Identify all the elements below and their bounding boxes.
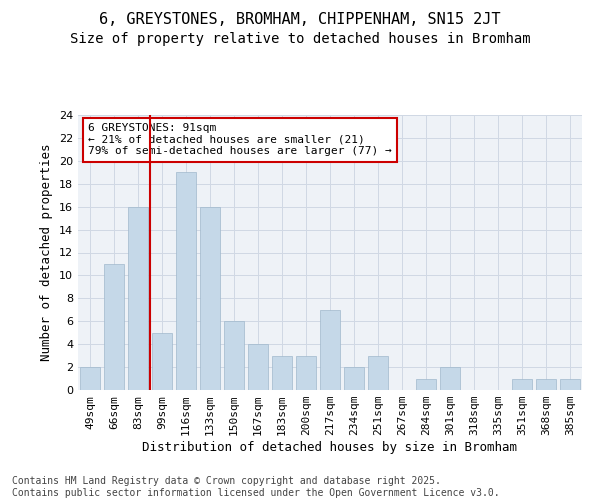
Bar: [344, 367, 364, 390]
Bar: [536, 378, 556, 390]
Bar: [224, 322, 244, 390]
Bar: [200, 206, 220, 390]
Bar: [104, 264, 124, 390]
Text: 6, GREYSTONES, BROMHAM, CHIPPENHAM, SN15 2JT: 6, GREYSTONES, BROMHAM, CHIPPENHAM, SN15…: [99, 12, 501, 28]
Bar: [152, 332, 172, 390]
Text: 6 GREYSTONES: 91sqm
← 21% of detached houses are smaller (21)
79% of semi-detach: 6 GREYSTONES: 91sqm ← 21% of detached ho…: [88, 123, 392, 156]
Text: Contains HM Land Registry data © Crown copyright and database right 2025.
Contai: Contains HM Land Registry data © Crown c…: [12, 476, 500, 498]
Y-axis label: Number of detached properties: Number of detached properties: [40, 144, 53, 361]
Bar: [416, 378, 436, 390]
Bar: [320, 310, 340, 390]
Bar: [440, 367, 460, 390]
Bar: [248, 344, 268, 390]
Bar: [296, 356, 316, 390]
Bar: [512, 378, 532, 390]
Bar: [176, 172, 196, 390]
Bar: [80, 367, 100, 390]
Bar: [272, 356, 292, 390]
X-axis label: Distribution of detached houses by size in Bromham: Distribution of detached houses by size …: [143, 441, 517, 454]
Bar: [128, 206, 148, 390]
Text: Size of property relative to detached houses in Bromham: Size of property relative to detached ho…: [70, 32, 530, 46]
Bar: [560, 378, 580, 390]
Bar: [368, 356, 388, 390]
